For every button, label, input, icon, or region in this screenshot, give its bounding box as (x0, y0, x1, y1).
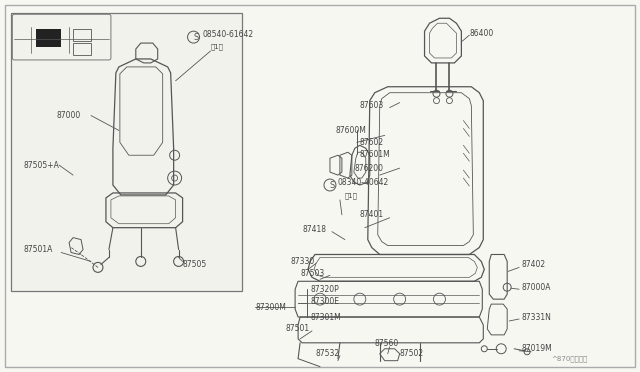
Text: S: S (193, 33, 199, 42)
Text: 87000: 87000 (56, 111, 81, 120)
Text: 87300E: 87300E (310, 296, 339, 306)
Text: 87505: 87505 (182, 260, 207, 269)
Text: 87602: 87602 (360, 138, 384, 147)
Bar (12, 13, 243, 291)
Text: 87502: 87502 (399, 349, 424, 358)
Text: 87601M: 87601M (360, 150, 390, 159)
Text: 87505+A: 87505+A (23, 161, 59, 170)
Text: 87000A: 87000A (521, 283, 550, 292)
Text: ^870・：／９: ^870・：／９ (551, 355, 588, 362)
Text: S: S (330, 180, 335, 189)
Text: 87301M: 87301M (310, 312, 340, 321)
Text: 87418: 87418 (302, 225, 326, 234)
Bar (73, 43, 91, 55)
Text: 87532: 87532 (315, 349, 339, 358)
Text: 87501: 87501 (285, 324, 309, 333)
Text: 87560: 87560 (375, 339, 399, 348)
Text: 08340-40642: 08340-40642 (338, 177, 389, 186)
Text: 08540-61642: 08540-61642 (202, 30, 253, 39)
Text: 87600M: 87600M (336, 126, 367, 135)
Bar (73, 29, 91, 41)
FancyBboxPatch shape (12, 14, 111, 60)
Text: 87503: 87503 (300, 269, 324, 278)
Text: 87320P: 87320P (310, 285, 339, 294)
Text: 87501A: 87501A (23, 245, 52, 254)
Text: 87019M: 87019M (521, 344, 552, 353)
Bar (36, 29, 61, 47)
Text: 86400: 86400 (469, 29, 493, 38)
Text: 87401: 87401 (360, 210, 384, 219)
Text: 87331N: 87331N (521, 312, 551, 321)
Text: 〈1〉: 〈1〉 (345, 193, 358, 199)
Text: 87300M: 87300M (255, 302, 286, 312)
Text: 87402: 87402 (521, 260, 545, 269)
Text: 876200: 876200 (355, 164, 384, 173)
Text: 87603: 87603 (360, 101, 384, 110)
Text: 〈1〉: 〈1〉 (211, 44, 223, 50)
Text: 87330: 87330 (290, 257, 314, 266)
